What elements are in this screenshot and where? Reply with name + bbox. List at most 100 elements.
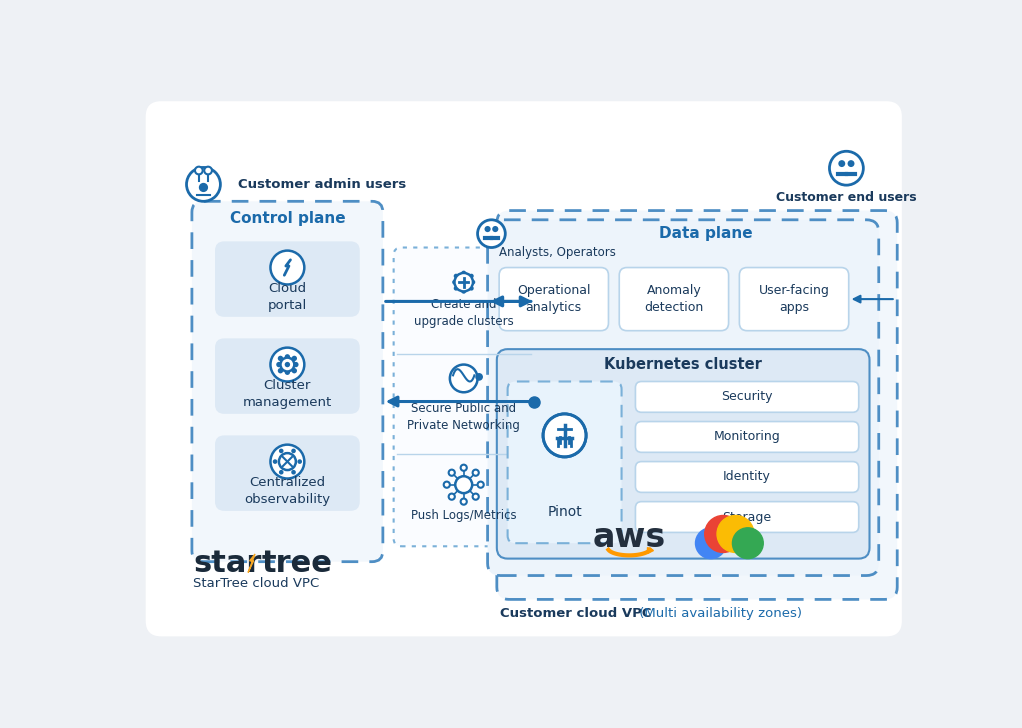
Circle shape (696, 528, 727, 558)
FancyBboxPatch shape (146, 101, 901, 636)
Circle shape (450, 365, 477, 392)
Circle shape (291, 470, 295, 475)
Circle shape (271, 347, 305, 381)
Circle shape (271, 250, 305, 285)
Circle shape (461, 289, 466, 293)
Circle shape (477, 482, 483, 488)
FancyBboxPatch shape (636, 422, 858, 452)
Circle shape (545, 416, 585, 456)
Circle shape (493, 226, 499, 232)
Text: Centralized
observability: Centralized observability (244, 476, 330, 506)
Circle shape (717, 515, 754, 553)
FancyBboxPatch shape (636, 502, 858, 532)
Text: star: star (193, 549, 262, 578)
Text: User-facing
apps: User-facing apps (758, 284, 830, 314)
Circle shape (847, 160, 854, 167)
Polygon shape (248, 554, 256, 572)
Circle shape (705, 515, 742, 553)
Text: (Multi availability zones): (Multi availability zones) (635, 606, 801, 620)
Text: Cluster
management: Cluster management (243, 379, 332, 409)
Circle shape (271, 445, 305, 478)
Circle shape (285, 362, 290, 367)
Circle shape (449, 470, 455, 476)
Text: tree: tree (262, 549, 332, 578)
Circle shape (484, 226, 491, 232)
Text: Kubernetes cluster: Kubernetes cluster (604, 357, 762, 372)
Circle shape (543, 414, 587, 457)
Text: Storage: Storage (723, 510, 772, 523)
Circle shape (279, 448, 283, 454)
Circle shape (297, 459, 303, 464)
Text: Analysts, Operators: Analysts, Operators (499, 245, 616, 258)
Circle shape (278, 368, 283, 373)
Circle shape (278, 356, 283, 361)
Circle shape (461, 499, 467, 505)
Circle shape (475, 373, 483, 381)
FancyBboxPatch shape (215, 435, 360, 511)
Text: Monitoring: Monitoring (713, 430, 781, 443)
Circle shape (461, 271, 466, 275)
Circle shape (285, 354, 290, 360)
Circle shape (471, 280, 475, 285)
Text: Customer end users: Customer end users (776, 191, 917, 204)
Circle shape (279, 470, 283, 475)
Circle shape (733, 528, 763, 558)
Circle shape (204, 167, 212, 175)
Circle shape (472, 470, 478, 476)
Text: Customer admin users: Customer admin users (238, 178, 407, 191)
Circle shape (472, 494, 478, 499)
Text: Pinot: Pinot (547, 505, 582, 519)
Circle shape (454, 274, 458, 278)
Text: Control plane: Control plane (230, 211, 345, 226)
Circle shape (830, 151, 864, 185)
Text: Anomaly
detection: Anomaly detection (644, 284, 703, 314)
FancyBboxPatch shape (508, 381, 621, 543)
Circle shape (186, 167, 221, 202)
Circle shape (454, 286, 458, 290)
Text: Cloud
portal: Cloud portal (268, 282, 307, 312)
Text: Create and
upgrade clusters: Create and upgrade clusters (414, 298, 514, 328)
Circle shape (444, 482, 450, 488)
Circle shape (291, 368, 297, 373)
Circle shape (469, 286, 474, 290)
Circle shape (293, 362, 298, 367)
Text: aws: aws (593, 521, 666, 553)
Text: Push Logs/Metrics: Push Logs/Metrics (411, 509, 516, 522)
FancyBboxPatch shape (215, 242, 360, 317)
Text: Security: Security (722, 390, 773, 403)
Circle shape (199, 183, 208, 192)
FancyBboxPatch shape (636, 381, 858, 412)
Circle shape (449, 494, 455, 499)
Text: Identity: Identity (724, 470, 771, 483)
FancyBboxPatch shape (636, 462, 858, 492)
Circle shape (477, 220, 505, 248)
FancyBboxPatch shape (497, 349, 870, 558)
Circle shape (291, 448, 295, 454)
Circle shape (291, 356, 297, 361)
Circle shape (455, 273, 473, 291)
Text: Operational
analytics: Operational analytics (517, 284, 591, 314)
FancyBboxPatch shape (192, 202, 383, 562)
FancyBboxPatch shape (739, 267, 848, 331)
Circle shape (543, 414, 587, 457)
Circle shape (279, 453, 295, 470)
Text: Data plane: Data plane (659, 226, 753, 241)
Text: StarTree cloud VPC: StarTree cloud VPC (193, 577, 320, 590)
Circle shape (285, 370, 290, 375)
Circle shape (461, 464, 467, 471)
Text: Secure Public and
Private Networking: Secure Public and Private Networking (408, 402, 520, 432)
FancyBboxPatch shape (619, 267, 729, 331)
Text: Customer cloud VPC: Customer cloud VPC (500, 606, 651, 620)
Circle shape (838, 160, 845, 167)
FancyBboxPatch shape (499, 267, 608, 331)
FancyBboxPatch shape (497, 210, 897, 599)
Circle shape (455, 476, 472, 493)
FancyBboxPatch shape (393, 248, 533, 546)
Circle shape (452, 280, 457, 285)
FancyBboxPatch shape (215, 339, 360, 414)
Circle shape (276, 362, 282, 367)
Circle shape (273, 459, 277, 464)
Circle shape (195, 167, 202, 175)
Circle shape (469, 274, 474, 278)
Circle shape (280, 357, 294, 371)
